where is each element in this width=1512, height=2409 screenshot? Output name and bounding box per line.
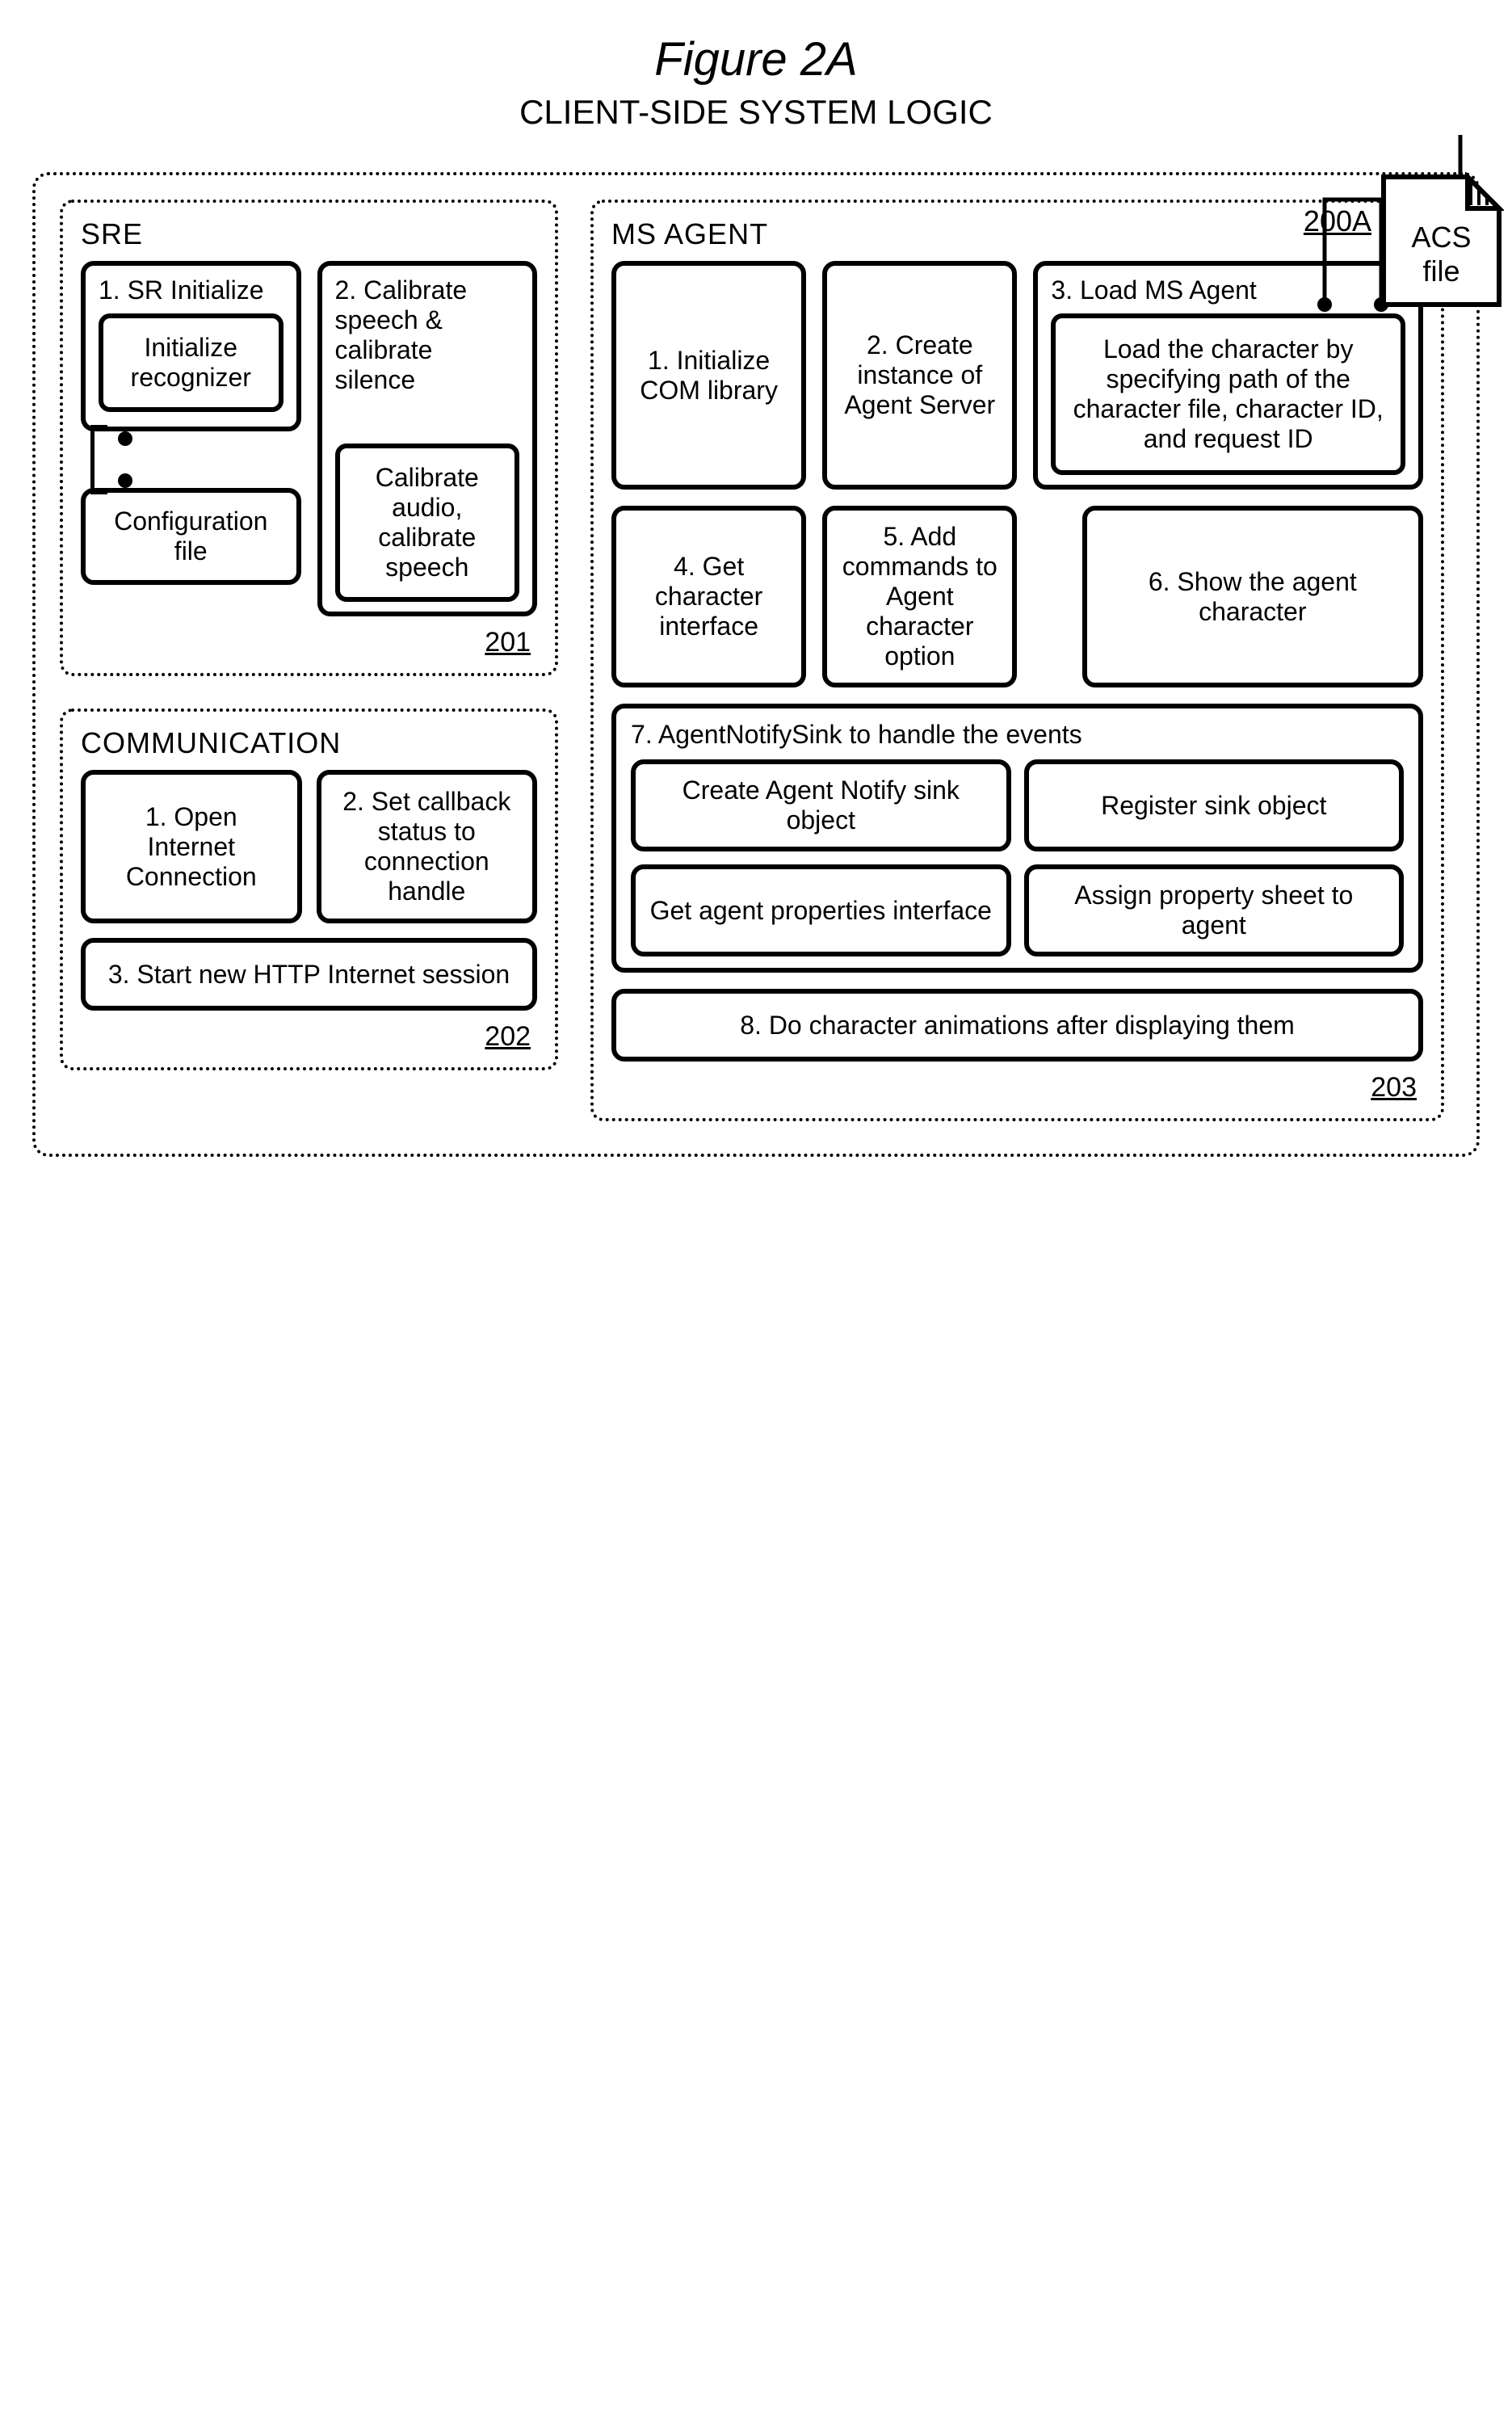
outer-panel: 200A SRE 1. SR Initialize Initialize rec… [32, 172, 1480, 1157]
comm-step2-box: 2. Set callback status to connection han… [317, 770, 538, 923]
sre-step2-inner: Calibrate audio, calibrate speech [335, 444, 520, 602]
msagent-step7d-box: Assign property sheet to agent [1024, 864, 1404, 956]
acs-file-box: ACS file [1379, 172, 1504, 309]
sre-ref: 201 [485, 627, 531, 658]
msagent-step5-box: 5. Add commands to Agent character optio… [822, 506, 1017, 687]
msagent-step3-inner: Load the character by specifying path of… [1051, 313, 1405, 475]
msagent-step7a-box: Create Agent Notify sink object [631, 759, 1010, 851]
acs-label-1: ACS [1379, 221, 1504, 254]
sre-label: SRE [81, 217, 537, 251]
msagent-step7c-box: Get agent properties interface [631, 864, 1010, 956]
msagent-step6-box: 6. Show the agent character [1082, 506, 1423, 687]
sre-step1-box: 1. SR Initialize Initialize recognizer [81, 261, 301, 431]
msagent-step7-box: 7. AgentNotifySink to handle the events … [611, 704, 1423, 973]
sre-config-box: Configuration file [81, 488, 301, 585]
diagram-wrap: ACS file 200A SRE 1. SR Initialize Initi… [32, 172, 1480, 1157]
msagent-panel: MS AGENT 1. Initialize COM library 2. Cr… [590, 200, 1444, 1121]
comm-step1-box: 1. Open Internet Connection [81, 770, 302, 923]
msagent-step7b-box: Register sink object [1024, 759, 1404, 851]
msagent-step7-header: 7. AgentNotifySink to handle the events [631, 720, 1404, 750]
figure-title: Figure 2A [32, 32, 1480, 86]
msagent-step2-box: 2. Create instance of Agent Server [822, 261, 1017, 490]
msagent-ref: 203 [1371, 1072, 1417, 1104]
sre-step2-box: 2. Calibrate speech & calibrate silence … [317, 261, 538, 616]
comm-panel: COMMUNICATION 1. Open Internet Connectio… [60, 708, 558, 1070]
msagent-step1-box: 1. Initialize COM library [611, 261, 806, 490]
sre-panel: SRE 1. SR Initialize Initialize recogniz… [60, 200, 558, 676]
msagent-step8-box: 8. Do character animations after display… [611, 989, 1423, 1062]
comm-label: COMMUNICATION [81, 726, 537, 760]
comm-ref: 202 [485, 1021, 531, 1053]
msagent-step4-box: 4. Get character interface [611, 506, 806, 687]
acs-label-2: file [1379, 254, 1504, 288]
sre-step1-inner: Initialize recognizer [99, 313, 284, 412]
sre-step1-header: 1. SR Initialize [99, 275, 284, 305]
comm-step3-box: 3. Start new HTTP Internet session [81, 938, 537, 1011]
figure-subtitle: CLIENT-SIDE SYSTEM LOGIC [32, 93, 1480, 132]
sre-step2-header: 2. Calibrate speech & calibrate silence [335, 275, 520, 395]
